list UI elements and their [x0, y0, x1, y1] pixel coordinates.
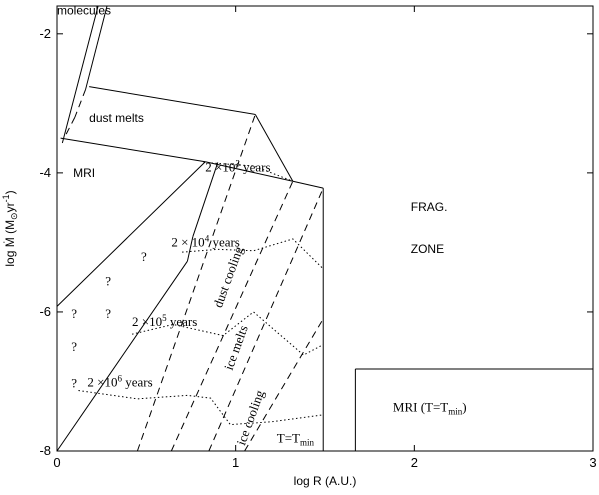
plot-frame [56, 5, 594, 452]
annotation-q1: ? [141, 249, 147, 264]
label-2e5-sup: 5 [162, 313, 167, 323]
t-tmin-label-pre: T=T [277, 431, 300, 446]
x-tick-label: 0 [53, 455, 60, 470]
line-dust-melts-bottom-a [60, 137, 206, 163]
x-tick-label: 2 [411, 455, 418, 470]
annotation-q6: ? [71, 376, 77, 391]
label-2e5-pre: 2 ×10 [132, 314, 162, 329]
annotation-frag: FRAG. [411, 200, 448, 214]
line-main-diagonal-b [186, 236, 194, 262]
annotation-q3: ? [71, 306, 77, 321]
label-2e6-pre: 2 ×10 [87, 374, 117, 389]
label-2e5-post: years [167, 314, 198, 329]
annotation-q2: ? [105, 274, 111, 289]
t-tmin-label-sub: min [300, 438, 315, 448]
mri-tmin-label-pre: MRI (T=T [393, 399, 448, 414]
line-mri-diagonal [56, 161, 206, 307]
line-ice-melts [170, 181, 294, 452]
y-axis-title-mid: yr [3, 202, 17, 212]
line-molecules-boundary-left [61, 5, 99, 144]
annotation-label-2e5: 2 ×105 years [132, 313, 197, 329]
annotation-mri-tmin-label: MRI (T=Tmin) [393, 399, 467, 416]
annotation-label-2e4: 2 × 104 years [171, 234, 240, 250]
y-axis-title: log Ṁ (M⊙yr-1) [1, 190, 19, 266]
label-2e4-pre: 2 × 10 [171, 235, 204, 250]
annotation-zone: ZONE [411, 242, 444, 256]
line-dust-melts-bottom-b [205, 161, 293, 182]
line-main-diagonal [56, 260, 188, 452]
line-dust-melts-dashed-lower [63, 117, 76, 139]
mri-tmin-label-post: ) [462, 399, 466, 414]
line-main-diagonal-c [192, 162, 219, 238]
line-dust-melts-right [254, 114, 294, 182]
line-2e3-years [203, 161, 294, 182]
annotation-t-tmin-label: T=Tmin [277, 431, 315, 448]
annotation-label-2e6: 2 ×106 years [87, 373, 152, 389]
label-2e3-post: years [240, 159, 271, 174]
line-outer-line [292, 180, 324, 189]
annotation-label-2e3: 2 ×103 years [205, 158, 270, 174]
y-tick-label: -8 [39, 443, 51, 458]
y-axis-title-main: log Ṁ (M [3, 220, 17, 267]
y-axis-title-end: ) [3, 190, 17, 194]
line-2e5-years [131, 311, 324, 356]
label-2e6-sup: 6 [117, 373, 122, 383]
y-tick-label: -6 [39, 304, 51, 319]
y-axis-title-sub: ⊙ [9, 212, 19, 220]
annotation-dust-melts: dust melts [89, 111, 144, 125]
ticks-layer: 0 1 2 3 -2 -4 -6 -8 [39, 6, 597, 470]
line-dust-melts-top [89, 86, 256, 115]
annotation-q5: ? [71, 339, 77, 354]
x-axis-title: log R (A.U.) [294, 474, 357, 488]
label-2e4-post: years [209, 235, 240, 250]
line-molecules-boundary-right [85, 5, 108, 90]
x-tick-label: 3 [589, 455, 596, 470]
y-tick-label: -4 [39, 165, 51, 180]
line-t-tmin [244, 318, 324, 452]
label-2e4-sup: 4 [205, 234, 210, 244]
annotation-q4: ? [105, 306, 111, 321]
label-2e3-pre: 2 ×10 [205, 159, 235, 174]
line-2e6-years [78, 390, 324, 426]
y-tick-label: -2 [39, 26, 51, 41]
annotation-mri: MRI [73, 166, 95, 180]
x-tick-label: 1 [232, 455, 239, 470]
annotation-molecules: molecules [57, 3, 111, 17]
data-layer [56, 5, 593, 452]
line-dust-melts-dashed-upper [74, 89, 87, 118]
y-axis-title-sup: -1 [1, 194, 11, 202]
label-2e3-sup: 3 [235, 158, 240, 168]
mri-tmin-label-sub: min [448, 406, 463, 416]
label-2e6-post: years [122, 374, 153, 389]
